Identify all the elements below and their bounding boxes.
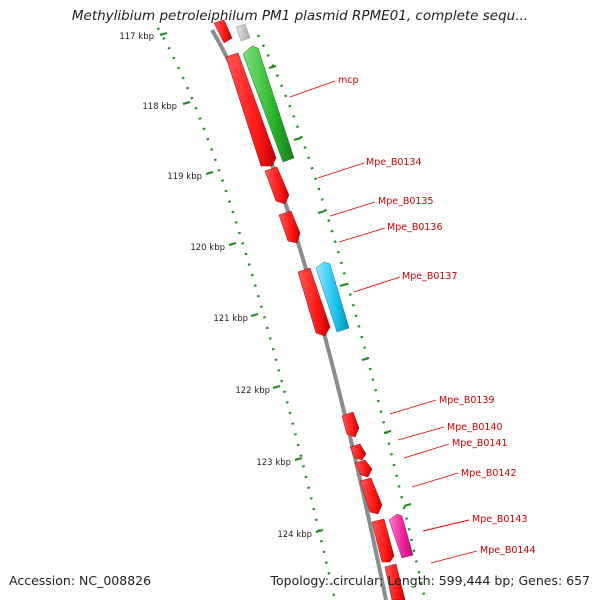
gene-arrow-mpe-b0143[interactable]	[388, 513, 414, 559]
kbp-label: 120 kbp	[190, 243, 225, 253]
kbp-label: 121 kbp	[213, 314, 248, 324]
gene-label-mpe-b0143[interactable]: Mpe_B0143	[472, 514, 528, 525]
gene-arrow[interactable]	[354, 459, 373, 478]
kbp-tick	[159, 32, 168, 36]
gene-arrow[interactable]	[341, 411, 360, 438]
forward-strand-genes	[213, 19, 406, 600]
accession-text: Accession: NC_008826	[9, 573, 152, 588]
gene-arrow[interactable]	[225, 52, 277, 167]
kbp-label: 119 kbp	[167, 172, 202, 182]
gene-arrow[interactable]	[349, 443, 367, 461]
label-leader-lines	[289, 80, 478, 564]
gene-label-mpe-b0135[interactable]: Mpe_B0135	[378, 196, 434, 207]
kbp-tick-marks	[159, 32, 324, 533]
gene-label-mcp[interactable]: mcp	[338, 75, 359, 86]
gene-arrow[interactable]	[213, 19, 233, 44]
kbp-label: 123 kbp	[256, 458, 291, 468]
gene-label-mpe-b0134[interactable]: Mpe_B0134	[366, 157, 422, 168]
gene-arrow[interactable]	[359, 477, 383, 515]
gene-arrow-mcp[interactable]	[242, 45, 295, 163]
kbp-tick	[272, 385, 281, 389]
gene-arrow-mpe-b0137[interactable]	[315, 261, 350, 333]
map-title: Methylibium petroleiphilum PM1 plasmid R…	[71, 8, 529, 24]
gene-label-mpe-b0139[interactable]: Mpe_B0139	[439, 395, 495, 406]
kbp-label: 122 kbp	[235, 386, 270, 396]
kbp-label: 124 kbp	[277, 530, 312, 540]
gene-arrow[interactable]	[264, 166, 290, 205]
kbp-tick	[205, 171, 214, 175]
gene-arrow[interactable]	[384, 563, 406, 600]
kbp-tick	[182, 101, 191, 105]
gene-label-mpe-b0144[interactable]: Mpe_B0144	[480, 545, 536, 556]
kbp-tick	[228, 242, 237, 246]
gene-label-mpe-b0140[interactable]: Mpe_B0140	[447, 422, 503, 433]
outer-tick-track	[256, 34, 427, 600]
gene-label-mpe-b0136[interactable]: Mpe_B0136	[387, 222, 443, 233]
gene-arrow[interactable]	[278, 210, 301, 244]
gene-arrow[interactable]	[371, 518, 395, 563]
kbp-label: 118 kbp	[142, 102, 177, 112]
gene-label-mpe-b0142[interactable]: Mpe_B0142	[461, 468, 517, 479]
kbp-tick	[294, 457, 303, 461]
gene-arrow[interactable]	[297, 267, 331, 337]
gene-label-mpe-b0137[interactable]: Mpe_B0137	[402, 271, 458, 282]
topology-stats-text: Topology: circular; Length: 599,444 bp; …	[270, 573, 591, 588]
outer-ticks	[268, 65, 412, 507]
gene-label-mpe-b0141[interactable]: Mpe_B0141	[452, 438, 508, 449]
kbp-label: 117 kbp	[119, 32, 154, 42]
kbp-tick	[315, 529, 324, 533]
gene-arrow-gray[interactable]	[235, 23, 251, 42]
kbp-tick	[250, 313, 259, 317]
